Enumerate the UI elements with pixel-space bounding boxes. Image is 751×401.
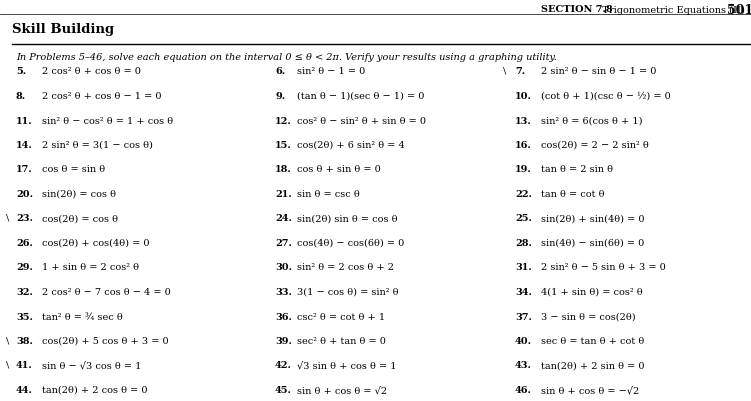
Text: 34.: 34. [515,288,532,297]
Text: 45.: 45. [275,386,292,395]
Text: 4(1 + sin θ) = cos² θ: 4(1 + sin θ) = cos² θ [541,288,643,297]
Text: 6.: 6. [275,67,285,77]
Text: 14.: 14. [16,141,33,150]
Text: cos² θ − sin² θ + sin θ = 0: cos² θ − sin² θ + sin θ = 0 [297,117,426,126]
Text: sin² θ = 2 cos θ + 2: sin² θ = 2 cos θ + 2 [297,263,394,273]
Text: 13.: 13. [515,117,532,126]
Text: sin² θ − 1 = 0: sin² θ − 1 = 0 [297,67,365,77]
Text: 40.: 40. [515,337,532,346]
Text: 26.: 26. [16,239,33,248]
Text: 43.: 43. [515,361,532,371]
Text: cos(2θ) + cos(4θ) = 0: cos(2θ) + cos(4θ) = 0 [42,239,149,248]
Text: sin² θ − cos² θ = 1 + cos θ: sin² θ − cos² θ = 1 + cos θ [42,117,173,126]
Text: 18.: 18. [275,166,291,174]
Text: 24.: 24. [275,215,292,223]
Text: sin(2θ) sin θ = cos θ: sin(2θ) sin θ = cos θ [297,215,397,223]
Text: 16.: 16. [515,141,532,150]
Text: cos(2θ) + 6 sin² θ = 4: cos(2θ) + 6 sin² θ = 4 [297,141,405,150]
Text: 25.: 25. [515,215,532,223]
Text: 501: 501 [727,4,751,16]
Text: 38.: 38. [16,337,33,346]
Text: 2 sin² θ − 5 sin θ + 3 = 0: 2 sin² θ − 5 sin θ + 3 = 0 [541,263,665,273]
Text: √3 sin θ + cos θ = 1: √3 sin θ + cos θ = 1 [297,361,397,371]
Text: sec θ = tan θ + cot θ: sec θ = tan θ + cot θ [541,337,644,346]
Text: sin(2θ) + sin(4θ) = 0: sin(2θ) + sin(4θ) = 0 [541,215,644,223]
Text: tan(2θ) + 2 cos θ = 0: tan(2θ) + 2 cos θ = 0 [42,386,147,395]
Text: tan θ = cot θ: tan θ = cot θ [541,190,605,199]
Text: 10.: 10. [515,92,532,101]
Text: sin² θ = 6(cos θ + 1): sin² θ = 6(cos θ + 1) [541,117,643,126]
Text: tan² θ = ¾ sec θ: tan² θ = ¾ sec θ [42,312,122,322]
Text: 2 cos² θ + cos θ = 0: 2 cos² θ + cos θ = 0 [42,67,141,77]
Text: cos(2θ) = cos θ: cos(2θ) = cos θ [42,215,118,223]
Text: 27.: 27. [275,239,292,248]
Text: sin θ + cos θ = √2: sin θ + cos θ = √2 [297,386,387,395]
Text: cos(2θ) = 2 − 2 sin² θ: cos(2θ) = 2 − 2 sin² θ [541,141,649,150]
Text: tan(2θ) + 2 sin θ = 0: tan(2θ) + 2 sin θ = 0 [541,361,644,371]
Text: 29.: 29. [16,263,33,273]
Text: 20.: 20. [16,190,33,199]
Text: \: \ [6,214,9,223]
Text: 39.: 39. [275,337,292,346]
Text: cos(4θ) − cos(6θ) = 0: cos(4θ) − cos(6θ) = 0 [297,239,404,248]
Text: cos(2θ) + 5 cos θ + 3 = 0: cos(2θ) + 5 cos θ + 3 = 0 [42,337,169,346]
Text: 35.: 35. [16,312,33,322]
Text: 2 cos² θ + cos θ − 1 = 0: 2 cos² θ + cos θ − 1 = 0 [42,92,161,101]
Text: Trigonometric Equations (II): Trigonometric Equations (II) [596,6,751,14]
Text: (tan θ − 1)(sec θ − 1) = 0: (tan θ − 1)(sec θ − 1) = 0 [297,92,424,101]
Text: cos θ = sin θ: cos θ = sin θ [42,166,105,174]
Text: sin θ + cos θ = −√2: sin θ + cos θ = −√2 [541,386,639,395]
Text: 30.: 30. [275,263,292,273]
Text: sec² θ + tan θ = 0: sec² θ + tan θ = 0 [297,337,386,346]
Text: 3 − sin θ = cos(2θ): 3 − sin θ = cos(2θ) [541,312,635,322]
Text: 5.: 5. [16,67,26,77]
Text: sin θ − √3 cos θ = 1: sin θ − √3 cos θ = 1 [42,361,141,371]
Text: 22.: 22. [515,190,532,199]
Text: 37.: 37. [515,312,532,322]
Text: cos θ + sin θ = 0: cos θ + sin θ = 0 [297,166,381,174]
Text: 36.: 36. [275,312,292,322]
Text: 23.: 23. [16,215,33,223]
Text: tan θ = 2 sin θ: tan θ = 2 sin θ [541,166,613,174]
Text: (cot θ + 1)(csc θ − ½) = 0: (cot θ + 1)(csc θ − ½) = 0 [541,92,671,101]
Text: 19.: 19. [515,166,532,174]
Text: 9.: 9. [275,92,285,101]
Text: 1 + sin θ = 2 cos² θ: 1 + sin θ = 2 cos² θ [42,263,139,273]
Text: In Problems 5–46, solve each equation on the interval 0 ≤ θ < 2π. Verify your re: In Problems 5–46, solve each equation on… [16,53,557,62]
Text: 33.: 33. [275,288,292,297]
Text: 42.: 42. [275,361,292,371]
Text: sin θ = csc θ: sin θ = csc θ [297,190,360,199]
Text: 41.: 41. [16,361,33,371]
Text: \: \ [6,336,9,345]
Text: 2 sin² θ = 3(1 − cos θ): 2 sin² θ = 3(1 − cos θ) [42,141,153,150]
Text: sin(2θ) = cos θ: sin(2θ) = cos θ [42,190,116,199]
Text: sin(4θ) − sin(6θ) = 0: sin(4θ) − sin(6θ) = 0 [541,239,644,248]
Text: 44.: 44. [16,386,33,395]
Text: 17.: 17. [16,166,33,174]
Text: 8.: 8. [16,92,26,101]
Text: Skill Building: Skill Building [12,24,114,36]
Text: \: \ [503,67,506,76]
Text: 7.: 7. [515,67,525,77]
Text: 21.: 21. [275,190,291,199]
Text: 3(1 − cos θ) = sin² θ: 3(1 − cos θ) = sin² θ [297,288,399,297]
Text: 46.: 46. [515,386,532,395]
Text: 11.: 11. [16,117,32,126]
Text: 2 cos² θ − 7 cos θ − 4 = 0: 2 cos² θ − 7 cos θ − 4 = 0 [42,288,170,297]
Text: csc² θ = cot θ + 1: csc² θ = cot θ + 1 [297,312,385,322]
Text: 31.: 31. [515,263,532,273]
Text: \: \ [6,360,9,370]
Text: 15.: 15. [275,141,291,150]
Text: 28.: 28. [515,239,532,248]
Text: 32.: 32. [16,288,33,297]
Text: 2 sin² θ − sin θ − 1 = 0: 2 sin² θ − sin θ − 1 = 0 [541,67,656,77]
Text: SECTION 7.8: SECTION 7.8 [541,6,613,14]
Text: 12.: 12. [275,117,291,126]
